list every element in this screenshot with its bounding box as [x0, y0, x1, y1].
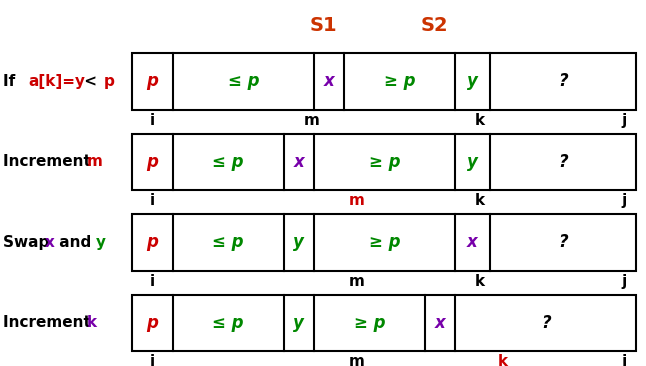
- Text: i: i: [150, 193, 155, 208]
- Text: x: x: [434, 314, 445, 332]
- Bar: [132, 134, 636, 190]
- Text: Swap: Swap: [3, 235, 55, 250]
- Text: i: i: [150, 354, 155, 366]
- Text: x: x: [45, 235, 55, 250]
- Text: k: k: [497, 354, 508, 366]
- Text: <: <: [79, 74, 102, 89]
- Text: ≤ p: ≤ p: [213, 153, 244, 171]
- Text: y: y: [96, 235, 105, 250]
- Text: p: p: [147, 153, 158, 171]
- Text: j: j: [621, 113, 627, 127]
- Text: p: p: [104, 74, 115, 89]
- Text: y: y: [293, 314, 304, 332]
- Bar: [132, 214, 636, 271]
- Text: m: m: [304, 113, 319, 127]
- Text: m: m: [349, 274, 364, 288]
- Text: ≥ p: ≥ p: [369, 234, 400, 251]
- Text: ?: ?: [558, 234, 568, 251]
- Bar: [132, 53, 636, 110]
- Text: Increment: Increment: [3, 154, 96, 169]
- Text: k: k: [475, 193, 485, 208]
- Text: x: x: [324, 72, 335, 90]
- Text: ≥ p: ≥ p: [369, 153, 400, 171]
- Text: j: j: [621, 193, 627, 208]
- Text: m: m: [87, 154, 103, 169]
- Text: ≤ p: ≤ p: [213, 314, 244, 332]
- Text: ≤ p: ≤ p: [227, 72, 259, 90]
- Bar: [132, 295, 636, 351]
- Text: k: k: [475, 113, 485, 127]
- Text: ?: ?: [558, 72, 568, 90]
- Text: x: x: [467, 234, 478, 251]
- Text: i: i: [150, 274, 155, 288]
- Text: j: j: [621, 274, 627, 288]
- Text: k: k: [87, 315, 98, 330]
- Text: S2: S2: [421, 16, 448, 35]
- Text: ≥ p: ≥ p: [384, 72, 415, 90]
- Text: ?: ?: [558, 153, 568, 171]
- Text: j: j: [621, 354, 627, 366]
- Text: i: i: [150, 113, 155, 127]
- Text: y: y: [293, 234, 304, 251]
- Text: p: p: [147, 234, 158, 251]
- Text: m: m: [349, 354, 364, 366]
- Text: k: k: [475, 274, 485, 288]
- Text: ?: ?: [541, 314, 550, 332]
- Text: and: and: [54, 235, 96, 250]
- Text: m: m: [349, 193, 364, 208]
- Text: ≥ p: ≥ p: [353, 314, 385, 332]
- Text: y: y: [467, 153, 478, 171]
- Text: ≤ p: ≤ p: [213, 234, 244, 251]
- Text: a[k]=y: a[k]=y: [28, 74, 85, 89]
- Text: y: y: [467, 72, 478, 90]
- Text: x: x: [293, 153, 304, 171]
- Text: If: If: [3, 74, 21, 89]
- Text: S1: S1: [310, 16, 338, 35]
- Text: p: p: [147, 72, 158, 90]
- Text: p: p: [147, 314, 158, 332]
- Text: Increment: Increment: [3, 315, 96, 330]
